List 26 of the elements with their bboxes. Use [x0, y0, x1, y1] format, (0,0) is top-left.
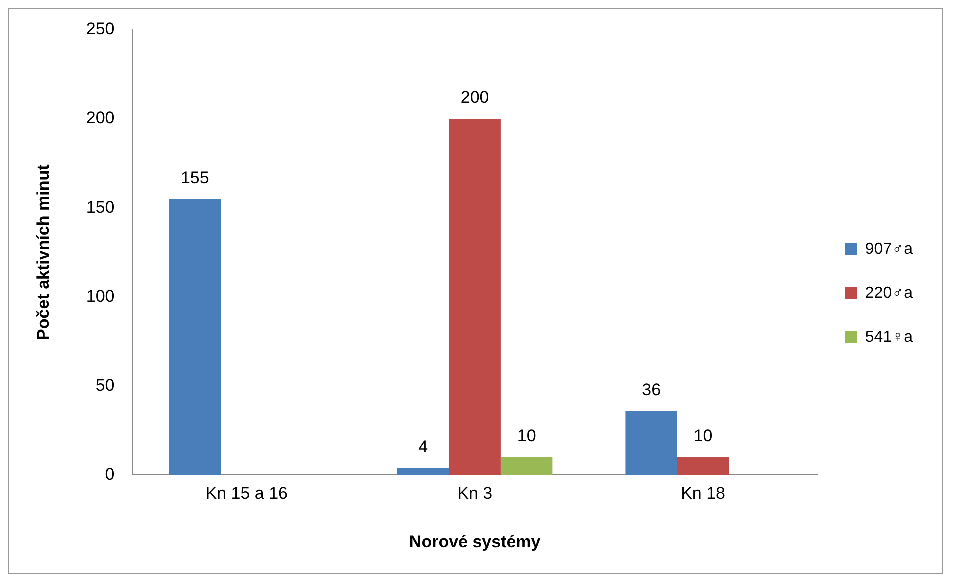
data-label: 4 — [418, 437, 428, 456]
x-axis-title: Norové systémy — [409, 532, 542, 552]
bar — [626, 411, 678, 476]
bar — [397, 468, 450, 476]
data-label: 200 — [460, 88, 490, 108]
legend-label: 907♂a — [865, 240, 914, 258]
y-tick-label: 50 — [96, 376, 115, 395]
y-tick-label: 0 — [105, 464, 115, 484]
bar — [677, 457, 730, 476]
data-label: 10 — [694, 426, 713, 446]
x-tick-label: Kn 15 a 16 — [206, 484, 288, 504]
y-tick-label: 100 — [86, 286, 115, 306]
bar — [169, 199, 222, 476]
legend-label: 541♀a — [865, 328, 914, 346]
data-label: 155 — [180, 168, 210, 188]
x-tick-label: Kn 18 — [681, 484, 726, 504]
y-tick-label: 200 — [86, 108, 115, 128]
y-tick-label: 250 — [86, 20, 115, 39]
data-label: 36 — [642, 380, 662, 400]
y-axis-title: Počet aktivních minut — [34, 164, 53, 340]
bar — [500, 457, 553, 476]
y-tick-label: 150 — [86, 198, 115, 217]
bar — [449, 119, 501, 476]
legend-label: 220♂a — [865, 284, 914, 302]
data-label: 10 — [517, 426, 536, 446]
x-tick-label: Kn 3 — [458, 484, 493, 504]
